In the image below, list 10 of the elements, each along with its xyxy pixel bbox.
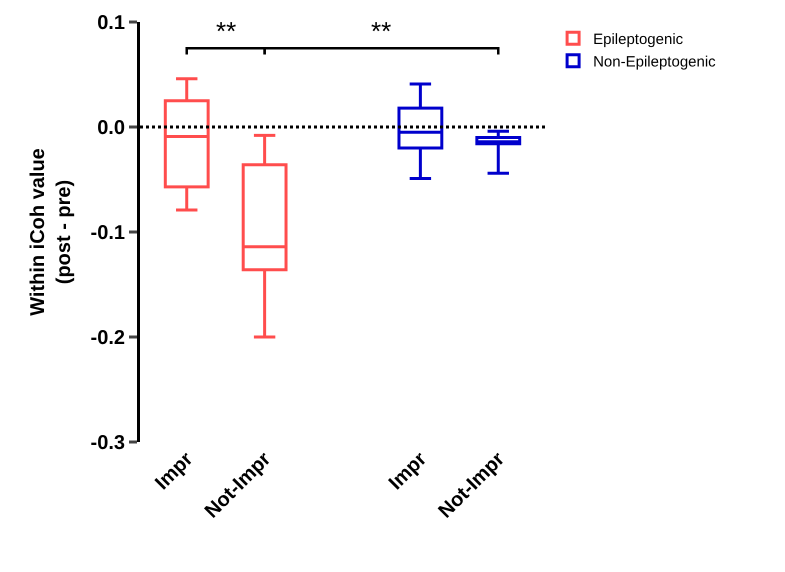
y-tick-label: -0.1 — [90, 222, 125, 244]
legend-label: Epileptogenic — [593, 31, 684, 48]
y-tick-label: -0.2 — [90, 327, 125, 349]
annotation: ** — [371, 16, 392, 46]
y-tick-label: 0.0 — [97, 117, 125, 139]
y-tick-label: -0.3 — [90, 432, 125, 454]
y-tick-label: 0.1 — [97, 12, 125, 34]
legend-label: Non-Epileptogenic — [593, 54, 716, 71]
annotation: ** — [216, 16, 236, 46]
y-axis-title: Within iCoh value (post - pre) — [27, 148, 76, 316]
